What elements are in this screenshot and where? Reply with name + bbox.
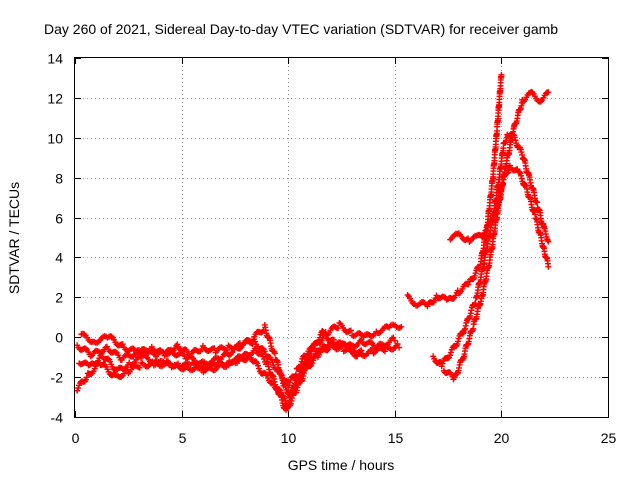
series-plateau <box>447 88 552 245</box>
data-point <box>112 348 119 355</box>
data-point <box>498 71 505 78</box>
data-point <box>484 224 491 231</box>
x-axis-label: GPS time / hours <box>288 457 395 473</box>
data-point <box>298 358 305 365</box>
data-point <box>297 361 304 368</box>
data-point <box>269 359 276 366</box>
data-point <box>82 345 89 352</box>
data-point <box>283 377 290 384</box>
data-point <box>358 347 365 354</box>
chart-title: Day 260 of 2021, Sidereal Day-to-day VTE… <box>44 21 558 37</box>
data-point <box>394 340 401 347</box>
data-point <box>446 352 453 359</box>
data-point <box>545 89 552 96</box>
y-axis-label: SDTVAR / TECUs <box>6 182 22 294</box>
data-point <box>447 349 454 356</box>
data-point <box>87 353 94 360</box>
series-track-2 <box>76 340 403 412</box>
series-rise-b <box>430 131 552 370</box>
data-point <box>105 355 112 362</box>
data-point <box>491 213 498 220</box>
data-point <box>545 238 552 245</box>
data-point <box>311 345 318 352</box>
data-point <box>438 363 445 370</box>
data-point <box>472 300 479 307</box>
data-point <box>368 346 375 353</box>
data-markers <box>74 71 552 413</box>
data-point <box>460 330 467 337</box>
data-point <box>175 360 182 367</box>
data-point <box>347 327 354 334</box>
y-tick-label: 10 <box>47 131 63 147</box>
data-point <box>285 382 292 389</box>
data-point <box>450 295 457 302</box>
data-point <box>83 374 90 381</box>
x-tick-label: 5 <box>179 430 187 446</box>
x-tick-label: 20 <box>494 430 510 446</box>
data-point <box>390 334 397 341</box>
y-tick-label: -4 <box>51 410 64 426</box>
x-tick-label: 10 <box>281 430 297 446</box>
data-point <box>149 358 156 365</box>
data-point <box>224 347 231 354</box>
x-tick-label: 25 <box>601 430 617 446</box>
data-point <box>359 351 366 358</box>
data-point <box>292 371 299 378</box>
data-point <box>424 303 431 310</box>
data-point <box>465 281 472 288</box>
data-point <box>277 370 284 377</box>
data-point <box>396 344 403 351</box>
y-tick-label: 2 <box>55 290 63 306</box>
y-tick-label: 4 <box>55 250 63 266</box>
y-tick-label: 6 <box>55 211 63 227</box>
x-tick-label: 0 <box>72 430 80 446</box>
data-point <box>381 348 388 355</box>
data-point <box>271 350 278 357</box>
data-point <box>242 356 249 363</box>
data-point <box>255 362 262 369</box>
data-point <box>492 210 499 217</box>
data-point <box>455 338 462 345</box>
data-point <box>108 333 115 340</box>
data-point <box>98 350 105 357</box>
plot-frame <box>74 57 609 418</box>
y-tick-label: 8 <box>55 171 63 187</box>
data-point <box>286 379 293 386</box>
data-point <box>545 263 552 270</box>
axis-ticks: 0 5 10 15 20 25 -4 -2 0 2 4 6 8 10 12 14 <box>47 51 616 447</box>
data-point <box>470 276 477 283</box>
data-point <box>472 270 479 277</box>
data-point <box>259 345 266 352</box>
data-point <box>534 199 541 206</box>
data-point <box>200 362 207 369</box>
y-tick-label: 0 <box>55 330 63 346</box>
data-point <box>119 341 126 348</box>
y-tick-label: 12 <box>47 91 63 107</box>
data-point <box>262 351 269 358</box>
data-point <box>213 363 220 370</box>
y-tick-label: -2 <box>51 370 64 386</box>
data-point <box>136 364 143 371</box>
data-point <box>252 338 259 345</box>
data-point <box>398 323 405 330</box>
y-tick-label: 14 <box>47 51 63 67</box>
data-point <box>335 325 342 332</box>
data-point <box>471 272 478 279</box>
data-point <box>391 337 398 344</box>
x-tick-label: 15 <box>388 430 404 446</box>
series-track-3 <box>74 338 366 413</box>
data-point <box>75 385 82 392</box>
series-track-4 <box>78 319 405 391</box>
